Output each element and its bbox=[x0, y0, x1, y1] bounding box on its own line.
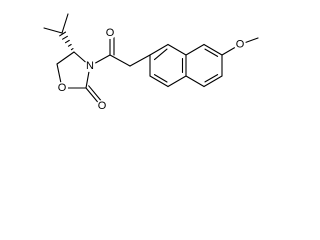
bonds bbox=[43, 13, 259, 107]
label-mask bbox=[84, 60, 96, 72]
hash-bond bbox=[67, 43, 72, 47]
label-mask bbox=[234, 38, 246, 51]
bond bbox=[149, 43, 169, 56]
bond bbox=[185, 75, 205, 88]
bond bbox=[204, 48, 219, 57]
bond bbox=[88, 85, 104, 104]
atom-label: O bbox=[98, 100, 107, 112]
atom-label: O bbox=[236, 39, 245, 51]
hash-bond bbox=[70, 48, 74, 51]
bond bbox=[167, 43, 187, 56]
bond bbox=[185, 43, 205, 56]
bond bbox=[149, 75, 169, 88]
hash-bond bbox=[62, 35, 68, 40]
bond bbox=[129, 54, 151, 67]
bond bbox=[204, 74, 219, 83]
structure-diagram: O N O O O bbox=[43, 13, 259, 112]
label-mask bbox=[56, 82, 68, 94]
label-mask bbox=[96, 100, 108, 112]
atom-labels: O N O O O bbox=[56, 27, 246, 112]
page: O N O O O (() => { const data = JSON.par… bbox=[0, 0, 297, 128]
bond bbox=[109, 54, 131, 67]
bond bbox=[153, 74, 168, 83]
atom-label: O bbox=[58, 82, 67, 94]
bond bbox=[153, 48, 168, 61]
atom-label: N bbox=[86, 60, 94, 72]
bond bbox=[203, 43, 223, 56]
hash-bond bbox=[64, 39, 70, 44]
hash-bond bbox=[59, 31, 67, 37]
label-mask bbox=[104, 27, 116, 39]
bond bbox=[167, 75, 187, 88]
atom-label: O bbox=[106, 27, 115, 39]
bond bbox=[203, 75, 223, 88]
bond bbox=[43, 27, 63, 34]
bond bbox=[56, 51, 75, 65]
bond bbox=[61, 13, 69, 34]
